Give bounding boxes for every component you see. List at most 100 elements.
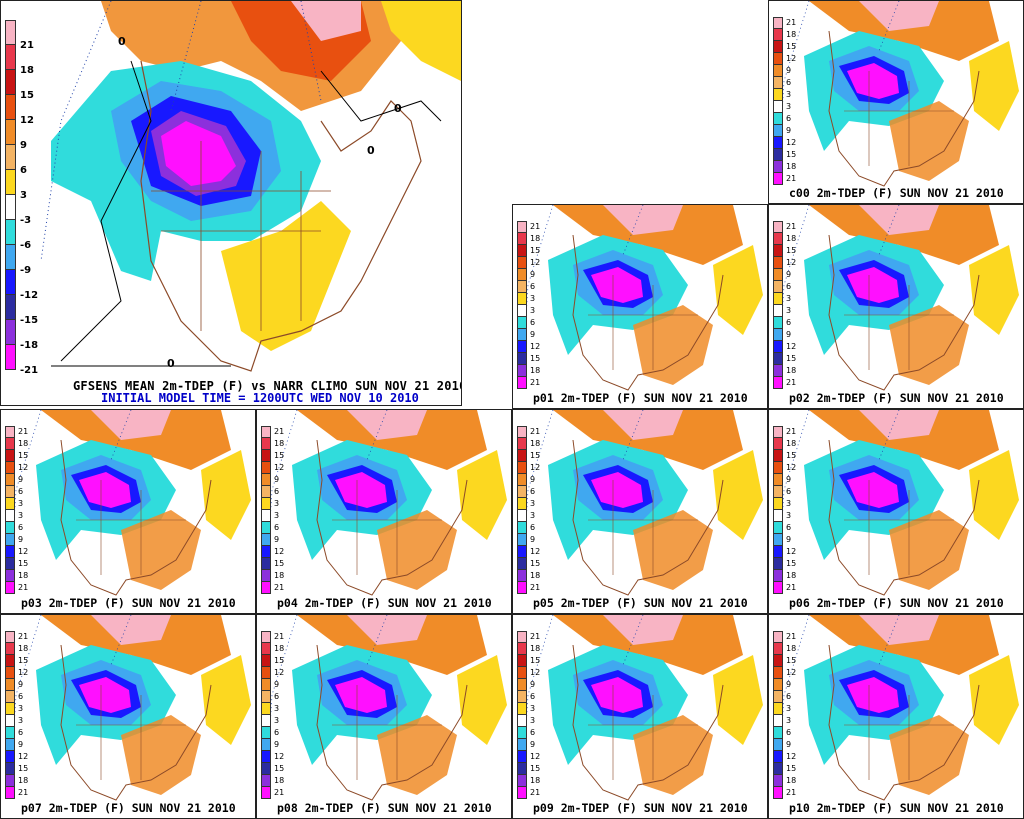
colorbar-swatch: [773, 703, 783, 715]
colorbar-label: 12: [786, 547, 797, 556]
colorbar-label: 3: [18, 511, 24, 520]
colorbar-label: 18: [530, 571, 541, 580]
colorbar-swatch: [517, 221, 527, 233]
colorbar-swatch: [261, 486, 271, 498]
colorbar-swatch: [5, 45, 16, 70]
colorbar-swatch: [517, 667, 527, 679]
colorbar-label: 18: [274, 644, 285, 653]
colorbar-swatch: [773, 113, 783, 125]
colorbar-swatch: [5, 522, 15, 534]
colorbar-swatch: [5, 145, 16, 170]
colorbar-swatch: [517, 655, 527, 667]
colorbar-swatch: [517, 426, 527, 438]
colorbar-label: 21: [274, 583, 285, 592]
colorbar-swatch: [261, 667, 271, 679]
colorbar-swatch: [773, 101, 783, 113]
colorbar-label: -21: [20, 365, 39, 376]
colorbar-swatch: [773, 438, 783, 450]
colorbar-label: 15: [786, 656, 797, 665]
colorbar-swatch: [773, 751, 783, 763]
colorbar: 21 18 15 12 9 6 3 3 6 9 12 15 18 21: [517, 631, 540, 799]
colorbar-swatch: [773, 679, 783, 691]
colorbar-label: 3: [274, 716, 280, 725]
colorbar-swatch: [517, 522, 527, 534]
main-subtitle: INITIAL MODEL TIME = 1200UTC WED NOV 10 …: [101, 391, 419, 405]
colorbar-label: -12: [20, 290, 39, 301]
colorbar-label: 12: [786, 138, 797, 147]
colorbar-label: -3: [20, 215, 32, 226]
colorbar-label: 9: [18, 475, 24, 484]
colorbar-swatch: [5, 498, 15, 510]
colorbar-label: 12: [530, 547, 541, 556]
colorbar-label: 21: [18, 427, 29, 436]
colorbar-label: 18: [786, 439, 797, 448]
colorbar-label: 18: [274, 776, 285, 785]
member-panel-c00: 21 18 15 12 9 6 3 3 6 9 12 15 18 21 c00 2m-TDEP (F) S…: [768, 0, 1024, 204]
colorbar-swatch: [773, 29, 783, 41]
colorbar-swatch: [5, 95, 16, 120]
colorbar-swatch: [517, 462, 527, 474]
colorbar-swatch: [5, 715, 15, 727]
ensemble-mean-map: [1, 1, 461, 405]
colorbar-swatch: [5, 679, 15, 691]
colorbar-swatch: [5, 775, 15, 787]
colorbar-label: 18: [274, 571, 285, 580]
colorbar-swatch: [5, 450, 15, 462]
member-panel-p08: 21 18 15 12 9 6 3 3 6 9 12 15 18 21 p08 2m-TDEP (F) S…: [256, 614, 512, 819]
colorbar-swatch: [5, 220, 16, 245]
colorbar-label: 6: [530, 523, 536, 532]
colorbar-swatch: [261, 775, 271, 787]
colorbar-label: 3: [786, 511, 792, 520]
colorbar-label: 15: [274, 764, 285, 773]
colorbar-swatch: [773, 667, 783, 679]
colorbar-swatch: [5, 739, 15, 751]
colorbar-swatch: [517, 365, 527, 377]
colorbar-swatch: [517, 787, 527, 799]
colorbar-label: 15: [786, 42, 797, 51]
colorbar-label: 6: [530, 282, 536, 291]
colorbar: 21 18 15 12 9 6 3 3 6 9 12 15 18 21: [773, 17, 796, 185]
colorbar-swatch: [517, 486, 527, 498]
colorbar-swatch: [5, 534, 15, 546]
colorbar-swatch: [517, 329, 527, 341]
colorbar-swatch: [5, 667, 15, 679]
colorbar-swatch: [773, 125, 783, 137]
member-panel-p10: 21 18 15 12 9 6 3 3 6 9 12 15 18 21 p10 2m-TDEP (F) S…: [768, 614, 1024, 819]
colorbar-swatch: [5, 570, 15, 582]
member-map: [513, 205, 767, 408]
colorbar-label: 12: [786, 54, 797, 63]
colorbar-swatch: [517, 450, 527, 462]
colorbar-label: 15: [530, 451, 541, 460]
member-caption: p06 2m-TDEP (F) SUN NOV 21 2010: [789, 596, 1004, 610]
colorbar-swatch: [261, 450, 271, 462]
colorbar-label: 6: [786, 78, 792, 87]
colorbar-swatch: [5, 474, 15, 486]
colorbar-swatch: [773, 53, 783, 65]
member-map: [513, 615, 767, 818]
colorbar-swatch: [5, 703, 15, 715]
member-panel-p03: 21 18 15 12 9 6 3 3 6 9 12 15 18 21 p03 2m-TDEP (F) S…: [0, 409, 256, 614]
colorbar-label: 6: [530, 728, 536, 737]
colorbar-swatch: [5, 558, 15, 570]
contour-zero-label: 0: [118, 35, 126, 48]
colorbar-label: 9: [18, 535, 24, 544]
colorbar-swatch: [773, 727, 783, 739]
colorbar-swatch: [773, 655, 783, 667]
colorbar-label: 18: [530, 366, 541, 375]
colorbar-label: 9: [274, 740, 280, 749]
colorbar-label: 9: [786, 126, 792, 135]
colorbar-swatch: [773, 558, 783, 570]
colorbar-swatch: [517, 317, 527, 329]
colorbar-label: 12: [18, 668, 29, 677]
colorbar-swatch: [5, 727, 15, 739]
colorbar-label: 18: [18, 644, 29, 653]
colorbar-swatch: [517, 245, 527, 257]
colorbar-swatch: [517, 775, 527, 787]
colorbar-label: 21: [20, 40, 34, 51]
colorbar-swatch: [517, 377, 527, 389]
colorbar-label: 21: [18, 632, 29, 641]
member-caption: p05 2m-TDEP (F) SUN NOV 21 2010: [533, 596, 748, 610]
colorbar-label: 6: [786, 487, 792, 496]
colorbar-label: 21: [786, 427, 797, 436]
colorbar-label: 12: [18, 463, 29, 472]
